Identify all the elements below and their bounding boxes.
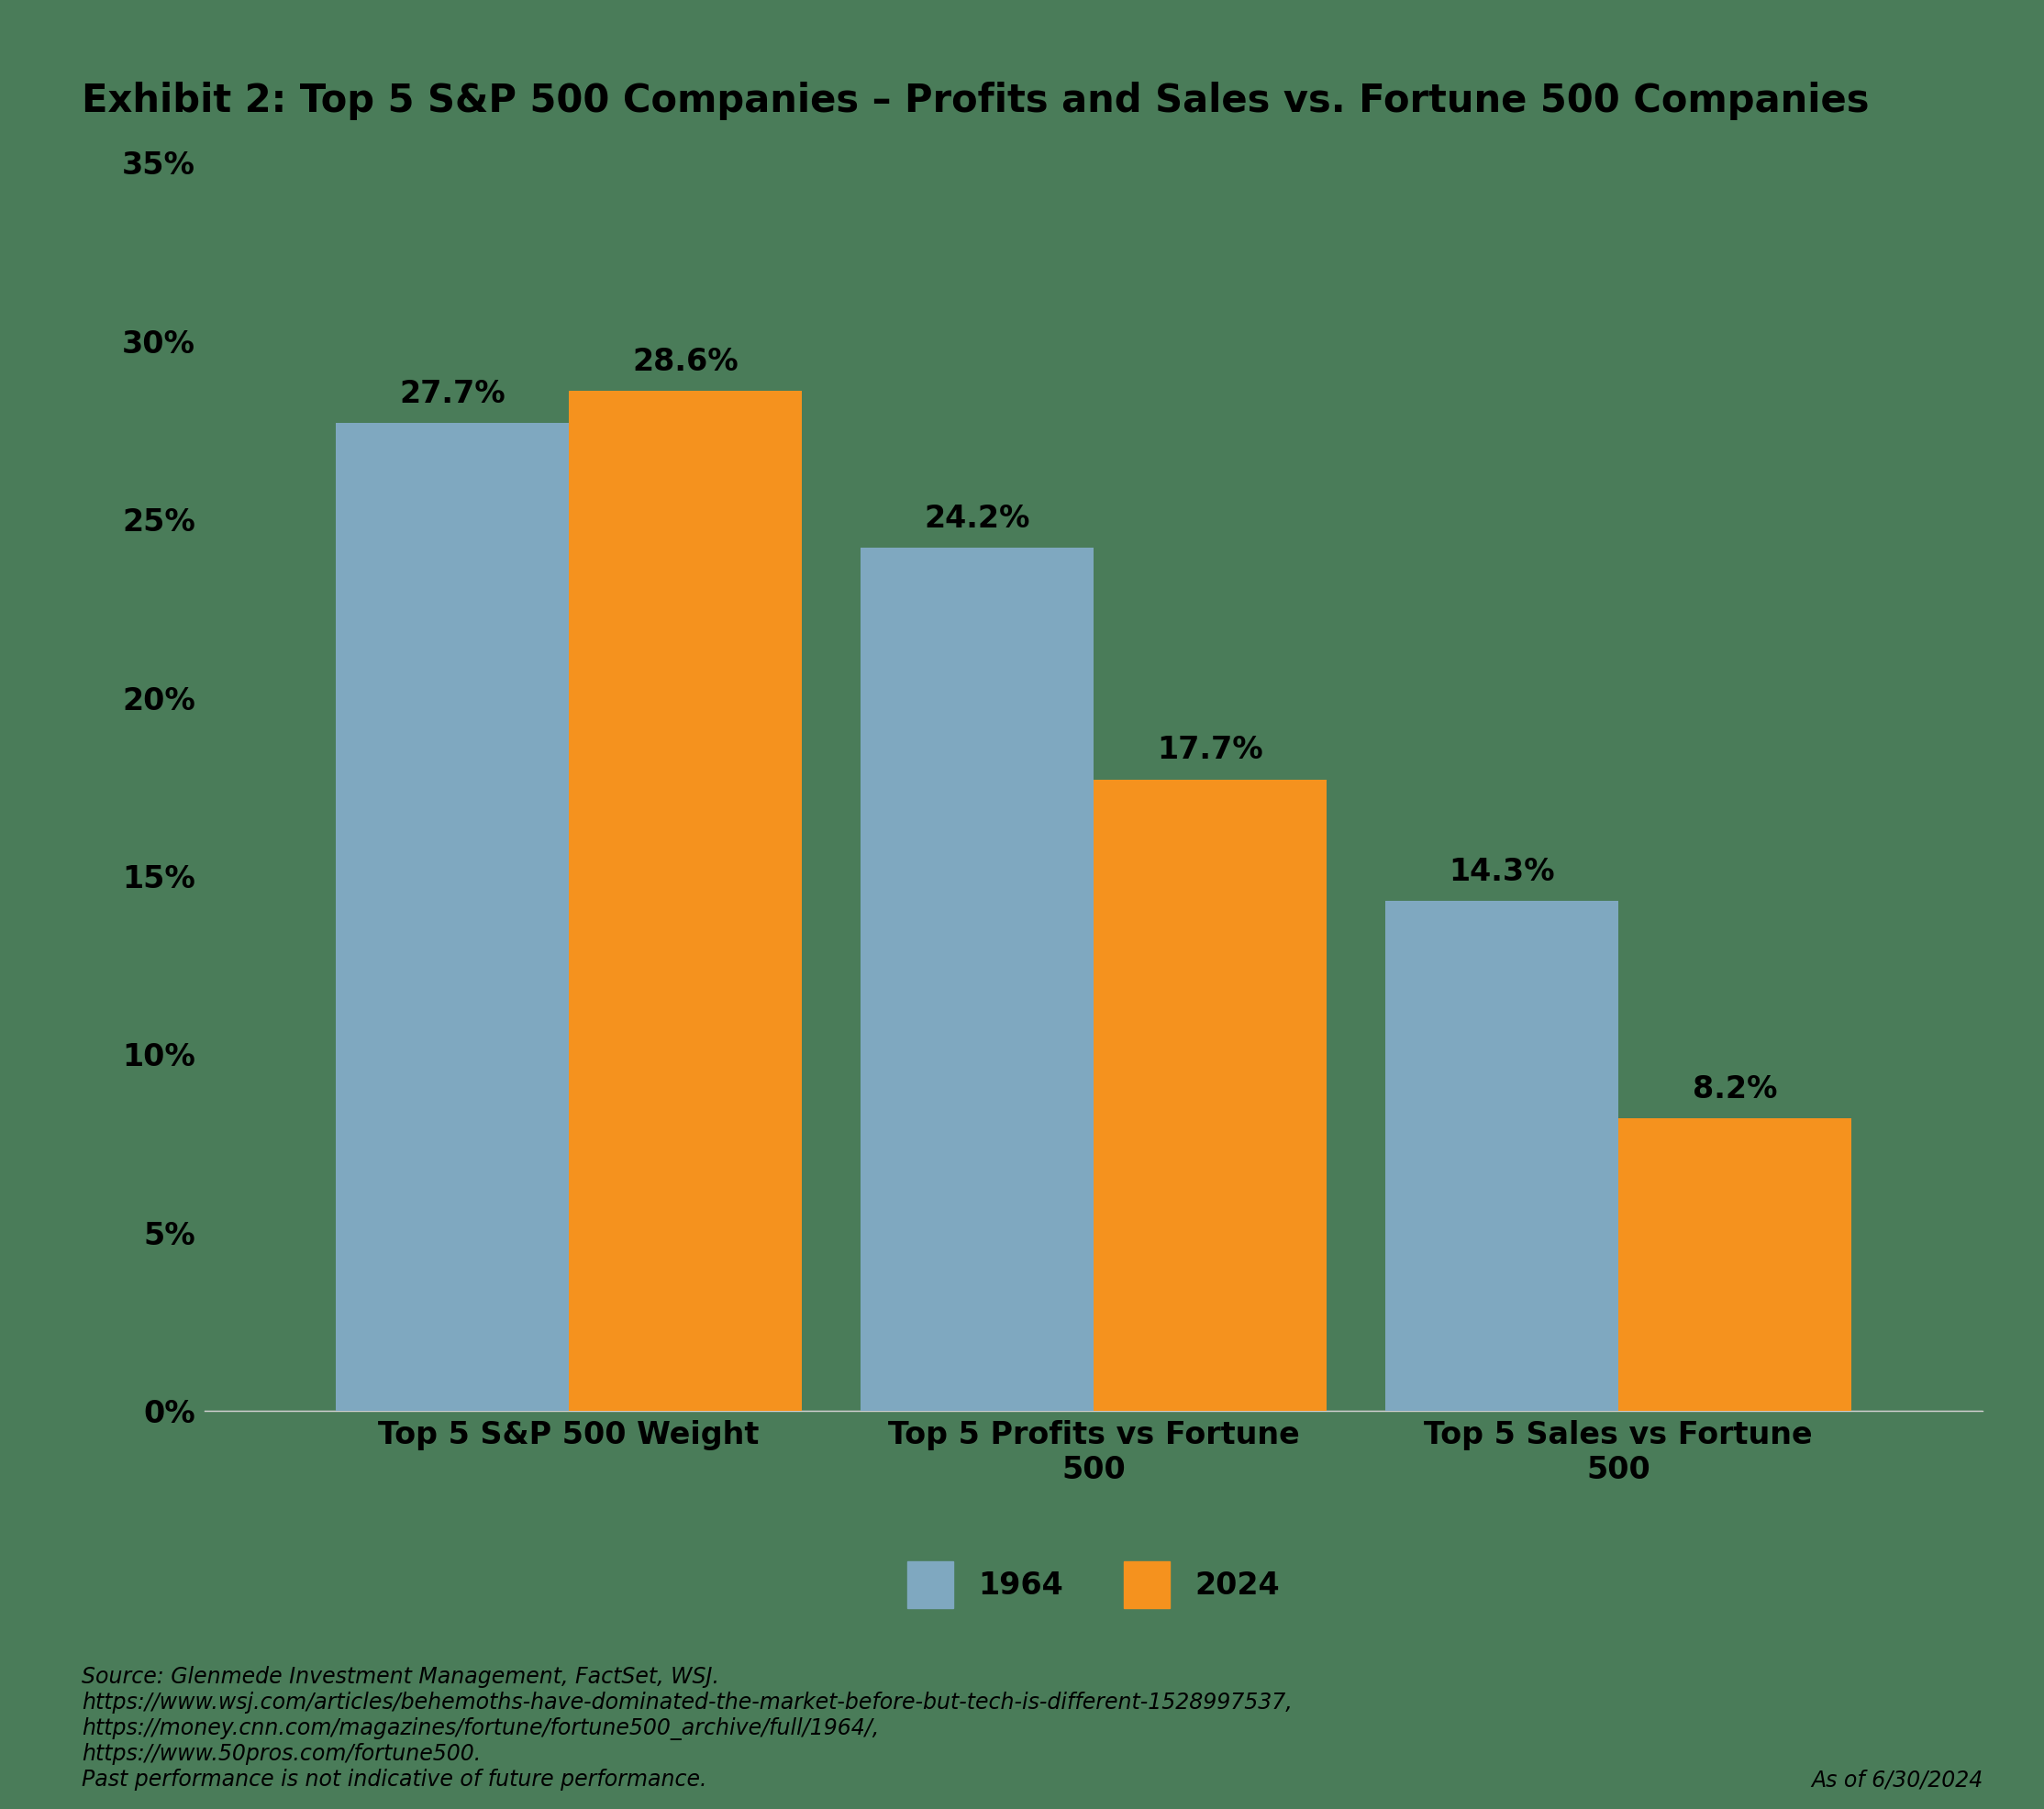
Bar <box>861 548 1094 1411</box>
Bar <box>1386 901 1619 1411</box>
Text: Source: Glenmede Investment Management, FactSet, WSJ.
https://www.wsj.com/articl: Source: Glenmede Investment Management, … <box>82 1666 1292 1791</box>
Text: Exhibit 2: Top 5 S&P 500 Companies – Profits and Sales vs. Fortune 500 Companies: Exhibit 2: Top 5 S&P 500 Companies – Pro… <box>82 81 1870 119</box>
Text: 24.2%: 24.2% <box>924 503 1030 534</box>
Text: 17.7%: 17.7% <box>1157 734 1263 765</box>
Bar <box>335 423 568 1411</box>
Bar <box>1619 1118 1852 1411</box>
Text: 14.3%: 14.3% <box>1449 856 1555 886</box>
Text: As of 6/30/2024: As of 6/30/2024 <box>1811 1769 1983 1791</box>
Bar <box>1094 780 1327 1411</box>
Text: 27.7%: 27.7% <box>399 378 505 409</box>
Text: 28.6%: 28.6% <box>632 347 738 376</box>
Bar <box>568 391 801 1411</box>
Text: 8.2%: 8.2% <box>1692 1075 1778 1103</box>
Legend: 1964, 2024: 1964, 2024 <box>895 1549 1292 1621</box>
